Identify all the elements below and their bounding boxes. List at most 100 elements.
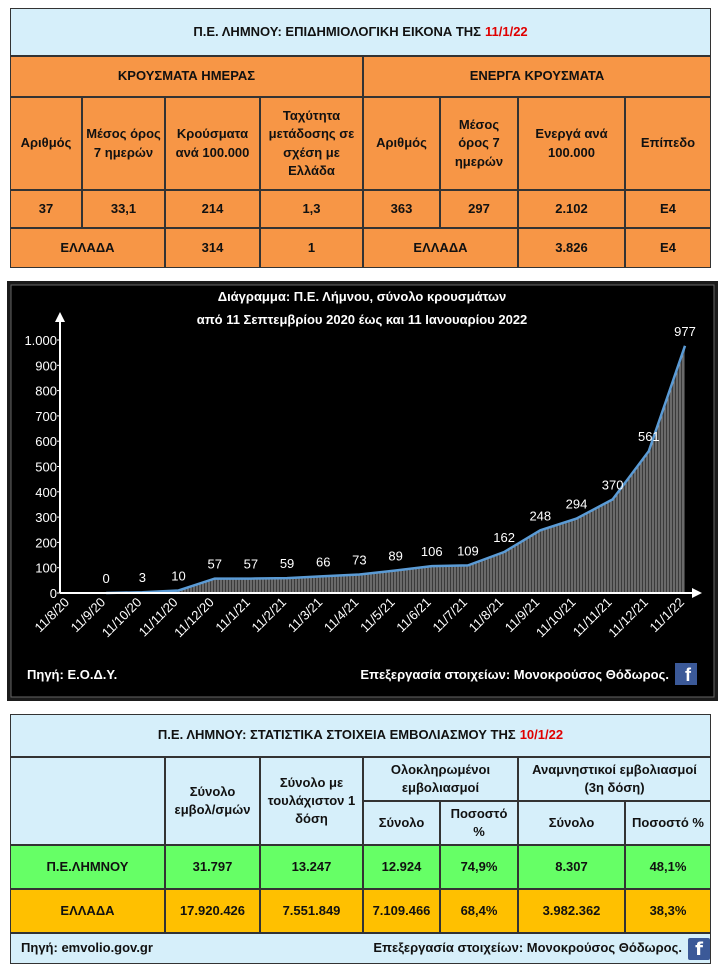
value-label: 162: [493, 530, 515, 545]
value-label: 59: [280, 556, 294, 571]
data-cell-text: ΕΛΛΑΔΑ: [413, 239, 468, 255]
data-cell-text: 7.109.466: [372, 902, 431, 918]
fb-icon-letter: f: [685, 665, 692, 685]
data-cell-text: ΕΛΛΑΔΑ: [60, 902, 115, 918]
data-cell: 1: [260, 228, 363, 268]
data-cell-text: 3.826: [555, 239, 588, 255]
column-header: Αριθμός: [10, 97, 82, 190]
data-cell-text: 37: [38, 200, 54, 216]
group-header: ΕΝΕΡΓΑ ΚΡΟΥΣΜΑΤΑ: [363, 56, 711, 97]
value-label: 57: [244, 557, 258, 572]
credit: Επεξεργασία στοιχείων: Μονοκρούσος Θόδωρ…: [373, 940, 682, 956]
title-text: 10/1/22: [519, 727, 564, 743]
value-label: 10: [171, 568, 185, 583]
data-cell: 68,4%: [440, 889, 518, 933]
data-cell: 37: [10, 190, 82, 228]
column-header-text: Μέσος όρος 7 ημερών: [86, 126, 161, 160]
data-cell-text: 7.551.849: [282, 902, 341, 918]
sub-header-text: Σύνολο: [378, 814, 425, 830]
data-cell: 1,3: [260, 190, 363, 228]
title-text: Π.Ε. ΛΗΜΝΟΥ: ΕΠΙΔΗΜΙΟΛΟΓΙΚΗ ΕΙΚΟΝΑ ΤΗΣ: [193, 23, 481, 39]
data-cell-text: Ε4: [660, 200, 676, 216]
chart-title: Διάγραμμα: Π.Ε. Λήμνου, σύνολο κρουσμάτω…: [218, 289, 507, 304]
data-cell-text: 297: [468, 200, 490, 216]
column-header: Μέσος όρος 7 ημερών: [440, 97, 518, 190]
column-header-text: Σύνολο με τουλάχιστον 1 δόση: [267, 774, 356, 827]
y-tick-label: 700: [35, 409, 57, 424]
data-cell: 297: [440, 190, 518, 228]
column-header: Ταχύτητα μετάδοσης σε σχέση με Ελλάδα: [260, 97, 363, 190]
chart-source: Πηγή: Ε.Ο.Δ.Υ.: [27, 667, 117, 682]
y-arrow: [55, 312, 65, 322]
data-cell: ΕΛΛΑΔΑ: [363, 228, 518, 268]
column-header-text: Αριθμός: [20, 135, 72, 151]
data-cell: Ε4: [625, 190, 711, 228]
data-cell: ΕΛΛΑΔΑ: [10, 889, 165, 933]
value-label: 294: [566, 497, 588, 512]
column-header-text: Κρούσματα ανά 100.000: [175, 126, 250, 160]
data-cell-text: Π.Ε.ΛΗΜΝΟΥ: [46, 858, 129, 874]
data-cell-text: 3.982.362: [542, 902, 601, 918]
data-cell-text: 2.102: [555, 200, 588, 216]
y-tick-label: 900: [35, 358, 57, 373]
data-cell: Ε4: [625, 228, 711, 268]
title: Π.Ε. ΛΗΜΝΟΥ: ΣΤΑΤΙΣΤΙΚΑ ΣΤΟΙΧΕΙΑ ΕΜΒΟΛΙΑ…: [10, 714, 711, 757]
column-header: Αριθμός: [363, 97, 440, 190]
data-cell: 13.247: [260, 845, 363, 889]
value-label: 248: [529, 508, 551, 523]
group-header-text: ΕΝΕΡΓΑ ΚΡΟΥΣΜΑΤΑ: [469, 68, 605, 84]
value-label: 977: [674, 324, 696, 339]
column-header: Αναμνηστικοί εμβολιασμοί (3η δόση): [518, 757, 711, 801]
data-cell: 8.307: [518, 845, 625, 889]
sub-header-text: Ποσοστό %: [450, 805, 508, 839]
value-label: 0: [103, 571, 110, 586]
data-cell: 48,1%: [625, 845, 711, 889]
column-header-text: Ενεργά ανά 100.000: [535, 126, 608, 160]
group-header-text: ΚΡΟΥΣΜΑΤΑ ΗΜΕΡΑΣ: [117, 68, 256, 84]
data-cell: 31.797: [165, 845, 260, 889]
header-blank: [10, 757, 165, 845]
y-tick-label: 500: [35, 460, 57, 475]
data-cell-text: 12.924: [381, 858, 422, 874]
title-text: 11/1/22: [485, 23, 528, 39]
data-cell-text: 8.307: [555, 858, 588, 874]
data-cell-text: Ε4: [660, 239, 676, 255]
sub-header-text: Ποσοστό %: [632, 814, 704, 830]
column-header: Επίπεδο: [625, 97, 711, 190]
y-tick-label: 800: [35, 384, 57, 399]
column-header-text: Ταχύτητα μετάδοσης σε σχέση με Ελλάδα: [268, 108, 355, 178]
value-label: 561: [638, 429, 660, 444]
y-tick-label: 0: [50, 586, 57, 601]
sub-header: Ποσοστό %: [440, 801, 518, 845]
data-cell: 3.826: [518, 228, 625, 268]
column-header-text: Ολοκληρωμένοι εμβολιασμοί: [390, 761, 491, 795]
data-cell-text: 74,9%: [460, 858, 498, 874]
data-cell: 2.102: [518, 190, 625, 228]
chart-subtitle: από 11 Σεπτεμβρίου 2020 έως και 11 Ιανου…: [197, 312, 528, 327]
data-cell-text: 31.797: [192, 858, 233, 874]
chart: Διάγραμμα: Π.Ε. Λήμνου, σύνολο κρουσμάτω…: [7, 281, 718, 701]
data-cell-text: 38,3%: [649, 902, 687, 918]
data-cell-text: 33,1: [110, 200, 137, 216]
y-tick-label: 100: [35, 561, 57, 576]
data-cell: ΕΛΛΑΔΑ: [10, 228, 165, 268]
data-cell-text: 17.920.426: [179, 902, 246, 918]
title: Π.Ε. ΛΗΜΝΟΥ: ΕΠΙΔΗΜΙΟΛΟΓΙΚΗ ΕΙΚΟΝΑ ΤΗΣ 11…: [10, 8, 711, 56]
data-cell: 74,9%: [440, 845, 518, 889]
column-header: Σύνολο εμβολ/σμών: [165, 757, 260, 845]
data-cell: 214: [165, 190, 260, 228]
data-cell-text: 13.247: [291, 858, 332, 874]
value-label: 73: [352, 553, 366, 568]
column-header: Κρούσματα ανά 100.000: [165, 97, 260, 190]
y-tick-label: 200: [35, 535, 57, 550]
column-header-text: Σύνολο εμβολ/σμών: [174, 783, 251, 817]
footer: Πηγή: emvolio.gov.gr Επεξεργασία στοιχείω…: [10, 933, 711, 964]
group-header: ΚΡΟΥΣΜΑΤΑ ΗΜΕΡΑΣ: [10, 56, 363, 97]
y-tick-label: 600: [35, 434, 57, 449]
value-label: 89: [388, 548, 402, 563]
sub-header: Σύνολο: [363, 801, 440, 845]
value-label: 109: [457, 543, 479, 558]
data-cell-text: ΕΛΛΑΔΑ: [60, 239, 115, 255]
column-header: Μέσος όρος 7 ημερών: [82, 97, 165, 190]
